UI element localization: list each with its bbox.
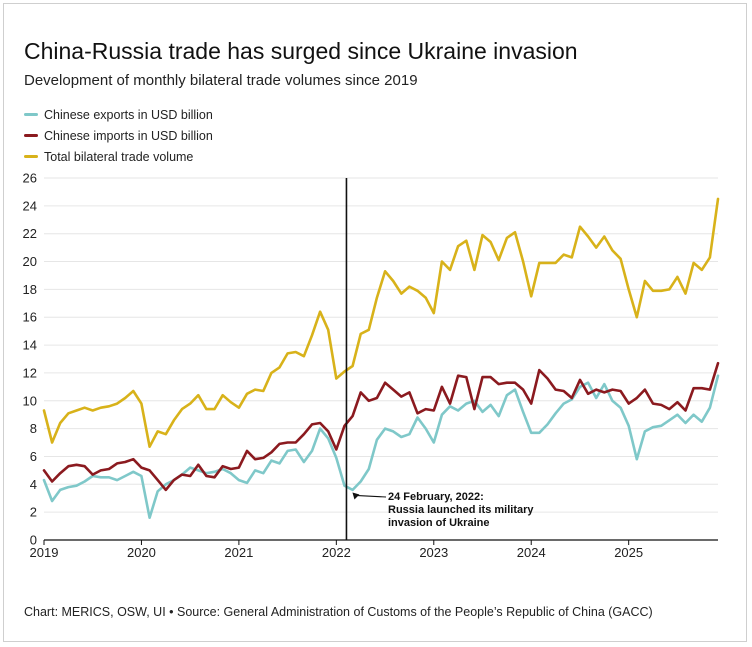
chart-frame — [3, 3, 747, 642]
y-tick-label: 6 — [30, 449, 37, 464]
annotation-label-line: invasion of Ukraine — [388, 517, 489, 529]
annotation-arrow — [355, 494, 387, 498]
legend-swatch-imports — [24, 134, 38, 137]
legend-swatch-exports — [24, 113, 38, 116]
chart-title: China-Russia trade has surged since Ukra… — [24, 38, 578, 64]
legend-swatch-total — [24, 155, 38, 158]
annotation-label-line: Russia launched its military — [388, 504, 534, 516]
annotation-label-line: 24 February, 2022: — [388, 491, 484, 503]
legend-item-total[interactable]: Total bilateral trade volume — [24, 146, 213, 167]
annotation-arrowhead — [352, 492, 360, 500]
legend-item-exports[interactable]: Chinese exports in USD billion — [24, 104, 213, 125]
x-tick-label: 2022 — [322, 545, 351, 560]
series-line-imports — [42, 361, 720, 492]
chart-subtitle: Development of monthly bilateral trade v… — [24, 72, 418, 89]
chart-legend: Chinese exports in USD billion Chinese i… — [24, 104, 213, 167]
series-line-exports — [42, 374, 720, 519]
x-tick-label: 2025 — [614, 545, 643, 560]
y-tick-label: 14 — [23, 338, 37, 353]
y-tick-label: 0 — [30, 533, 37, 548]
y-tick-label: 22 — [23, 226, 37, 241]
y-tick-label: 2 — [30, 505, 37, 520]
y-tick-label: 20 — [23, 254, 37, 269]
y-tick-label: 18 — [23, 282, 37, 297]
y-tick-label: 16 — [23, 310, 37, 325]
legend-label-exports: Chinese exports in USD billion — [44, 107, 213, 122]
y-tick-label: 24 — [23, 198, 37, 213]
legend-item-imports[interactable]: Chinese imports in USD billion — [24, 125, 213, 146]
legend-label-total: Total bilateral trade volume — [44, 149, 194, 164]
series-line-total — [42, 197, 720, 448]
x-tick-label: 2021 — [224, 545, 253, 560]
x-tick-label: 2019 — [30, 545, 59, 560]
legend-label-imports: Chinese imports in USD billion — [44, 128, 213, 143]
y-tick-label: 4 — [30, 477, 37, 492]
chart-source: Chart: MERICS, OSW, UI • Source: General… — [24, 605, 653, 619]
y-tick-label: 10 — [23, 393, 37, 408]
y-tick-label: 8 — [30, 421, 37, 436]
x-tick-label: 2020 — [127, 545, 156, 560]
y-tick-label: 26 — [23, 171, 37, 186]
y-tick-label: 12 — [23, 365, 37, 380]
x-tick-label: 2023 — [419, 545, 448, 560]
x-tick-label: 2024 — [517, 545, 546, 560]
